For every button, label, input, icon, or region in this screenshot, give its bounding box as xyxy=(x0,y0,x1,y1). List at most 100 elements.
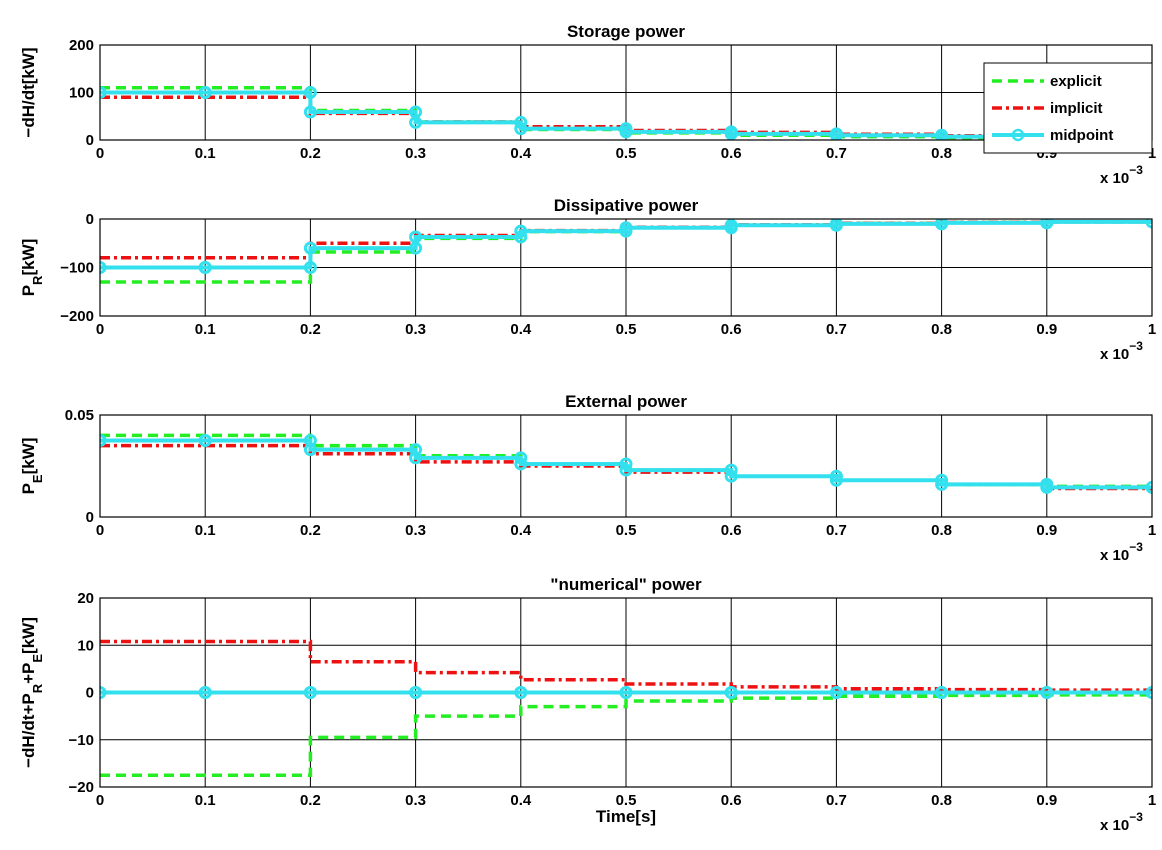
data-point-midpoint xyxy=(935,219,949,230)
data-point-midpoint xyxy=(724,219,738,232)
data-point-midpoint xyxy=(303,105,317,119)
y-axis-label: PR[kW] xyxy=(19,239,45,297)
x-tick-label: 0.3 xyxy=(405,522,426,539)
y-tick-label: 10 xyxy=(77,637,94,654)
legend-label-implicit: implicit xyxy=(1050,100,1103,117)
data-point-midpoint xyxy=(514,122,528,136)
data-point-midpoint xyxy=(514,224,528,238)
chart-title: "numerical" power xyxy=(550,575,702,594)
axes-frame xyxy=(99,218,1153,317)
x-tick-label: 0.7 xyxy=(826,145,847,162)
x-tick-label: 0.6 xyxy=(721,145,742,162)
legend-box xyxy=(983,62,1153,154)
data-point-midpoint xyxy=(409,451,423,465)
x-tick-label: 0.4 xyxy=(510,145,532,162)
data-point-midpoint xyxy=(619,463,633,477)
data-point-midpoint xyxy=(724,469,738,483)
x-tick-label: 0.6 xyxy=(721,522,742,539)
x-tick-label: 0.6 xyxy=(721,321,742,338)
x-exponent-label: x 10−3 xyxy=(1100,163,1143,187)
series-group xyxy=(100,86,1152,140)
x-tick-label: 0.6 xyxy=(721,792,742,809)
y-axis-label: −dH/dt+PR+PE[kW] xyxy=(19,617,45,768)
x-tick-label: 0.5 xyxy=(616,522,637,539)
legend-marker-midpoint xyxy=(1011,128,1025,142)
data-point-midpoint xyxy=(1040,219,1054,229)
data-point-midpoint xyxy=(829,473,843,487)
data-point-midpoint xyxy=(303,261,317,274)
data-point-midpoint xyxy=(829,128,843,140)
x-tick-label: 0.4 xyxy=(510,321,532,338)
y-tick-label: 20 xyxy=(77,590,94,607)
data-point-midpoint xyxy=(409,686,423,699)
chart-title: External power xyxy=(565,392,687,411)
y-tick-label: −20 xyxy=(69,779,94,796)
data-point-midpoint xyxy=(100,261,107,274)
x-tick-label: 0.1 xyxy=(195,792,216,809)
axes-frame xyxy=(99,597,1153,788)
x-tick-label: 0.3 xyxy=(405,321,426,338)
y-axis-label: PE[kW] xyxy=(19,438,45,495)
x-tick-label: 0.7 xyxy=(826,522,847,539)
data-point-midpoint xyxy=(829,686,843,699)
data-point-midpoint xyxy=(935,477,949,491)
x-tick-label: 0.1 xyxy=(195,321,216,338)
data-point-midpoint xyxy=(198,261,212,274)
x-tick-label: 0.7 xyxy=(826,792,847,809)
x-tick-label: 0 xyxy=(96,792,104,809)
data-point-midpoint xyxy=(409,115,423,129)
x-axis-label: Time[s] xyxy=(596,807,656,826)
chart-title: Dissipative power xyxy=(554,196,699,215)
x-tick-label: 0.1 xyxy=(195,145,216,162)
x-tick-label: 0.9 xyxy=(1036,522,1057,539)
data-point-midpoint xyxy=(409,230,423,244)
data-point-midpoint xyxy=(724,686,738,699)
x-tick-label: 0.5 xyxy=(616,145,637,162)
data-point-midpoint xyxy=(829,219,843,231)
data-point-midpoint xyxy=(1040,686,1054,699)
legend-label-explicit: explicit xyxy=(1050,73,1102,90)
data-point-midpoint xyxy=(409,443,423,457)
data-point-midpoint xyxy=(303,686,317,699)
chart-title: Storage power xyxy=(567,22,685,41)
data-point-midpoint xyxy=(1145,219,1152,229)
x-tick-label: 1 xyxy=(1148,522,1156,539)
data-point-midpoint xyxy=(514,451,528,465)
data-point-midpoint xyxy=(1145,480,1152,494)
y-tick-label: 0 xyxy=(86,509,94,526)
y-axis-label: −dH/dt[kW] xyxy=(19,47,38,137)
x-tick-label: 0.2 xyxy=(300,321,321,338)
series-line-explicit xyxy=(100,693,1152,777)
data-point-midpoint xyxy=(619,457,633,471)
panel-4: 0 0.1 0.2 0.3 0.4 0.5 0.6 0.7 0.8 0.9 1 −20 −10 0 10 20… xyxy=(19,575,1156,834)
x-tick-label: 0 xyxy=(96,321,104,338)
x-tick-label: 0.3 xyxy=(405,792,426,809)
x-tick-label: 0.8 xyxy=(931,145,952,162)
x-tick-label: 1 xyxy=(1148,792,1156,809)
panel-1: 00.10.20.30.40.50.60.70.80.910100200Stor… xyxy=(19,22,1156,187)
y-tick-label: −200 xyxy=(60,308,94,325)
panel-2: 0 0.1 0.2 0.3 0.4 0.5 0.6 0.7 0.8 0.9 1 −200 −100 0 Di… xyxy=(19,196,1156,363)
y-tick-label: 0.05 xyxy=(65,407,94,424)
series-line-implicit xyxy=(100,639,1152,692)
data-point-midpoint xyxy=(514,115,528,129)
series-line-midpoint xyxy=(100,90,1152,140)
data-point-midpoint xyxy=(514,686,528,699)
x-tick-label: 0.8 xyxy=(931,792,952,809)
data-point-midpoint xyxy=(198,434,212,447)
y-tick-label: 0 xyxy=(86,132,94,149)
x-tick-label: 0.4 xyxy=(510,792,532,809)
data-point-midpoint xyxy=(303,241,317,255)
x-tick-label: 0.9 xyxy=(1036,792,1057,809)
x-tick-label: 0.2 xyxy=(300,522,321,539)
data-point-midpoint xyxy=(100,86,107,99)
y-tick-label: 0 xyxy=(86,685,94,702)
x-tick-label: 0.5 xyxy=(616,792,637,809)
y-tick-label: 200 xyxy=(69,37,94,54)
data-point-midpoint xyxy=(514,230,528,244)
data-point-midpoint xyxy=(619,221,633,235)
series-group xyxy=(100,219,1152,284)
data-point-midpoint xyxy=(935,686,949,699)
x-tick-label: 0.5 xyxy=(616,321,637,338)
series-line-midpoint xyxy=(100,219,1152,270)
